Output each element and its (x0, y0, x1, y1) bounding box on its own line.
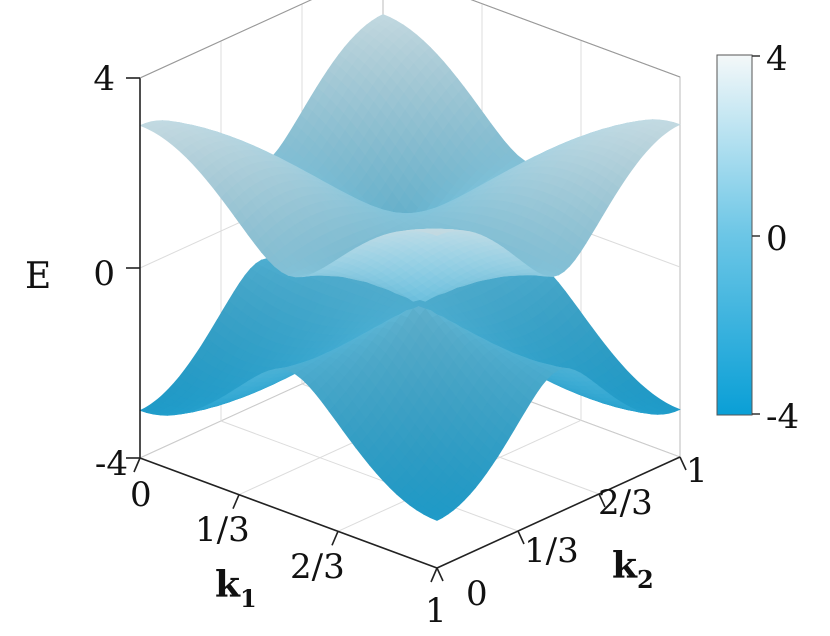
top-edge (470, 0, 681, 78)
y-axis-label: k2 (612, 545, 654, 594)
upper-band-patch (429, 231, 444, 236)
y-tick-label: 0 (466, 574, 488, 614)
grid-line (220, 420, 519, 532)
y-tick-label: 2/3 (598, 483, 653, 523)
y-tick-label: 1 (686, 451, 708, 491)
y-tick (679, 456, 687, 471)
colorbar-tick-label: 4 (766, 39, 788, 79)
x-axis-line (139, 457, 438, 569)
z-tick-label: 0 (93, 254, 115, 294)
x-tick (430, 567, 438, 583)
z-axis-label: E (25, 256, 51, 297)
y-axis-line (436, 456, 681, 569)
lower-band-patch (429, 514, 444, 521)
x-tick-label: 1 (425, 591, 447, 631)
x-tick-label: 2/3 (290, 547, 345, 587)
x-axis-label: k1 (215, 564, 257, 613)
band-surface (139, 14, 681, 521)
y-tick (517, 530, 525, 545)
colorbar (716, 54, 753, 416)
y-tick-label: 1/3 (524, 531, 579, 571)
z-tick-label: 4 (93, 59, 115, 99)
x-tick (232, 494, 240, 509)
axes-frame (126, 0, 687, 583)
y-tick (436, 567, 444, 582)
x-tick-label: 1/3 (195, 510, 250, 550)
x-tick (133, 457, 141, 473)
colorbar-tick-label: 0 (766, 219, 788, 259)
colorbar-tick-label: -4 (766, 397, 799, 437)
y-tick (598, 493, 606, 508)
x-tick (331, 531, 339, 546)
top-edge (139, 0, 312, 79)
z-tick-label: -4 (95, 444, 128, 484)
x-tick-label: 0 (130, 475, 152, 515)
